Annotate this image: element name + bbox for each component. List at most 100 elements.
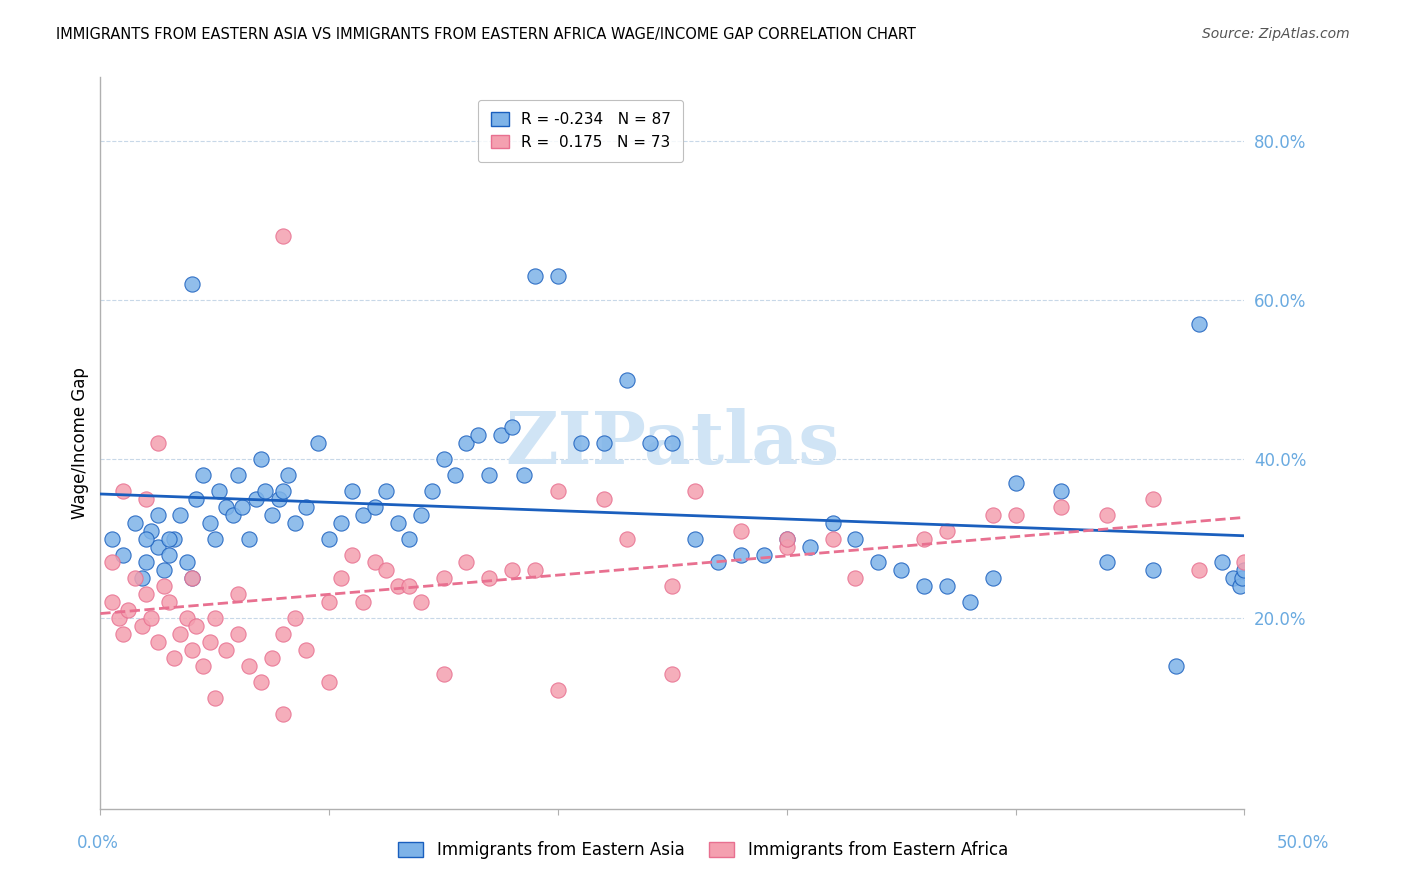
Point — [186, 619, 208, 633]
Point — [198, 635, 221, 649]
Point — [1095, 508, 1118, 522]
Point — [273, 627, 295, 641]
Point — [981, 508, 1004, 522]
Point — [146, 635, 169, 649]
Point — [364, 556, 387, 570]
Point — [592, 491, 614, 506]
Point — [318, 532, 340, 546]
Point — [375, 483, 398, 498]
Point — [683, 483, 706, 498]
Point — [398, 532, 420, 546]
Point — [180, 643, 202, 657]
Point — [329, 516, 352, 530]
Point — [180, 277, 202, 292]
Point — [1050, 500, 1073, 514]
Point — [222, 508, 245, 522]
Point — [169, 508, 191, 522]
Point — [180, 571, 202, 585]
Point — [112, 627, 135, 641]
Point — [162, 532, 184, 546]
Point — [146, 540, 169, 554]
Point — [387, 516, 409, 530]
Point — [661, 579, 683, 593]
Point — [661, 436, 683, 450]
Point — [661, 666, 683, 681]
Point — [569, 436, 592, 450]
Point — [284, 516, 307, 530]
Point — [169, 627, 191, 641]
Point — [1004, 508, 1026, 522]
Point — [1050, 483, 1073, 498]
Point — [329, 571, 352, 585]
Point — [1222, 571, 1244, 585]
Point — [124, 516, 146, 530]
Text: 0.0%: 0.0% — [77, 834, 120, 852]
Point — [844, 532, 866, 546]
Point — [340, 548, 363, 562]
Point — [456, 556, 478, 570]
Point — [730, 524, 752, 538]
Point — [432, 452, 454, 467]
Point — [524, 564, 547, 578]
Point — [844, 571, 866, 585]
Point — [683, 532, 706, 546]
Point — [208, 483, 231, 498]
Point — [318, 674, 340, 689]
Point — [912, 532, 935, 546]
Point — [444, 468, 467, 483]
Point — [821, 532, 844, 546]
Point — [1164, 658, 1187, 673]
Point — [1004, 475, 1026, 490]
Text: IMMIGRANTS FROM EASTERN ASIA VS IMMIGRANTS FROM EASTERN AFRICA WAGE/INCOME GAP C: IMMIGRANTS FROM EASTERN ASIA VS IMMIGRAN… — [56, 27, 917, 42]
Point — [592, 436, 614, 450]
Point — [707, 556, 730, 570]
Point — [616, 373, 638, 387]
Point — [131, 571, 153, 585]
Point — [101, 556, 124, 570]
Point — [1211, 556, 1233, 570]
Point — [799, 540, 821, 554]
Point — [547, 682, 569, 697]
Point — [135, 491, 157, 506]
Point — [981, 571, 1004, 585]
Point — [776, 532, 799, 546]
Point — [478, 468, 501, 483]
Point — [1233, 556, 1256, 570]
Point — [157, 548, 180, 562]
Point — [131, 619, 153, 633]
Point — [135, 556, 157, 570]
Point — [638, 436, 661, 450]
Point — [616, 532, 638, 546]
Point — [238, 658, 260, 673]
Point — [139, 524, 162, 538]
Point — [821, 516, 844, 530]
Point — [231, 500, 253, 514]
Point — [1230, 571, 1253, 585]
Point — [409, 595, 432, 609]
Point — [547, 269, 569, 284]
Point — [176, 611, 198, 625]
Point — [180, 571, 202, 585]
Point — [101, 532, 124, 546]
Point — [198, 516, 221, 530]
Point — [1229, 579, 1251, 593]
Point — [868, 556, 890, 570]
Point — [340, 483, 363, 498]
Point — [273, 706, 295, 721]
Point — [139, 611, 162, 625]
Point — [153, 579, 176, 593]
Point — [215, 500, 238, 514]
Point — [890, 564, 912, 578]
Legend: R = -0.234   N = 87, R =  0.175   N = 73: R = -0.234 N = 87, R = 0.175 N = 73 — [478, 100, 683, 162]
Point — [245, 491, 267, 506]
Point — [146, 436, 169, 450]
Point — [101, 595, 124, 609]
Point — [204, 611, 226, 625]
Point — [215, 643, 238, 657]
Point — [432, 666, 454, 681]
Point — [730, 548, 752, 562]
Point — [249, 452, 271, 467]
Point — [193, 658, 215, 673]
Point — [146, 508, 169, 522]
Point — [117, 603, 139, 617]
